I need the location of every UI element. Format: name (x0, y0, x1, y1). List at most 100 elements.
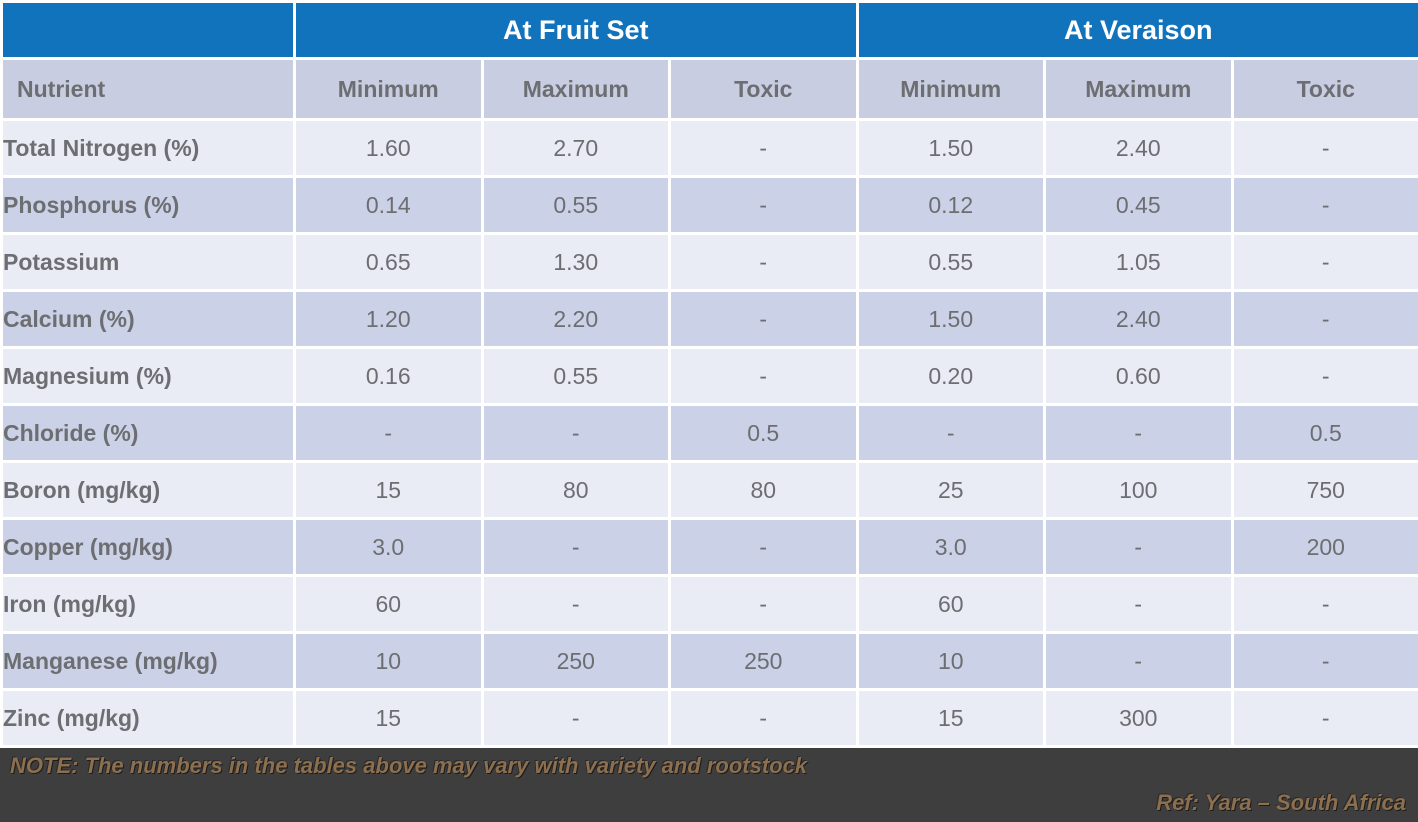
value-cell: 0.12 (855, 175, 1046, 235)
column-header-fs-toxic: Toxic (668, 57, 859, 121)
value-cell: 80 (668, 460, 859, 520)
table-row: Potassium 0.65 1.30 - 0.55 1.05 - (0, 232, 1418, 292)
value-cell: - (1043, 517, 1234, 577)
value-cell: 1.60 (293, 118, 484, 178)
value-cell: 0.5 (1230, 403, 1418, 463)
value-cell: 0.14 (293, 175, 484, 235)
value-cell: 2.20 (480, 289, 671, 349)
table-row: Phosphorus (%) 0.14 0.55 - 0.12 0.45 - (0, 175, 1418, 235)
value-cell: 300 (1043, 688, 1234, 748)
value-cell: 0.55 (480, 346, 671, 406)
group-header-veraison: At Veraison (855, 0, 1418, 60)
footer-reference: Ref: Yara – South Africa (1156, 789, 1406, 815)
column-header-fs-minimum: Minimum (293, 57, 484, 121)
value-cell: 80 (480, 460, 671, 520)
value-cell: 200 (1230, 517, 1418, 577)
value-cell: 750 (1230, 460, 1418, 520)
nutrient-name: Boron (mg/kg) (0, 460, 296, 520)
value-cell: - (1230, 631, 1418, 691)
nutrient-levels-table: At Fruit Set At Veraison Nutrient Minimu… (0, 0, 1418, 748)
value-cell: - (293, 403, 484, 463)
value-cell: - (668, 175, 859, 235)
value-cell: 0.60 (1043, 346, 1234, 406)
value-cell: - (480, 574, 671, 634)
value-cell: 250 (480, 631, 671, 691)
value-cell: - (668, 232, 859, 292)
value-cell: - (1230, 175, 1418, 235)
table-row: Iron (mg/kg) 60 - - 60 - - (0, 574, 1418, 634)
value-cell: 0.45 (1043, 175, 1234, 235)
value-cell: 10 (855, 631, 1046, 691)
table-row: Manganese (mg/kg) 10 250 250 10 - - (0, 631, 1418, 691)
value-cell: - (480, 517, 671, 577)
value-cell: - (668, 688, 859, 748)
nutrient-name: Total Nitrogen (%) (0, 118, 296, 178)
value-cell: 1.20 (293, 289, 484, 349)
value-cell: - (1230, 232, 1418, 292)
nutrient-name: Magnesium (%) (0, 346, 296, 406)
value-cell: - (1230, 289, 1418, 349)
column-header-nutrient: Nutrient (0, 57, 296, 121)
table-row: Calcium (%) 1.20 2.20 - 1.50 2.40 - (0, 289, 1418, 349)
table-row: Magnesium (%) 0.16 0.55 - 0.20 0.60 - (0, 346, 1418, 406)
value-cell: - (1230, 574, 1418, 634)
value-cell: 250 (668, 631, 859, 691)
value-cell: - (1043, 574, 1234, 634)
column-header-row: Nutrient Minimum Maximum Toxic Minimum M… (0, 57, 1418, 121)
value-cell: 2.40 (1043, 118, 1234, 178)
value-cell: - (480, 688, 671, 748)
column-header-v-maximum: Maximum (1043, 57, 1234, 121)
value-cell: - (1230, 688, 1418, 748)
value-cell: 2.70 (480, 118, 671, 178)
nutrient-name: Copper (mg/kg) (0, 517, 296, 577)
value-cell: 60 (293, 574, 484, 634)
value-cell: - (1230, 346, 1418, 406)
value-cell: - (668, 517, 859, 577)
value-cell: 1.50 (855, 289, 1046, 349)
value-cell: 15 (293, 688, 484, 748)
value-cell: 1.30 (480, 232, 671, 292)
nutrient-name: Manganese (mg/kg) (0, 631, 296, 691)
nutrient-name: Calcium (%) (0, 289, 296, 349)
column-header-v-minimum: Minimum (855, 57, 1046, 121)
footer-bar: NOTE: The numbers in the tables above ma… (0, 748, 1418, 822)
value-cell: 3.0 (855, 517, 1046, 577)
value-cell: 0.65 (293, 232, 484, 292)
column-header-v-toxic: Toxic (1230, 57, 1418, 121)
value-cell: 0.55 (480, 175, 671, 235)
nutrient-name: Potassium (0, 232, 296, 292)
group-header-fruit-set: At Fruit Set (293, 0, 859, 60)
value-cell: 0.20 (855, 346, 1046, 406)
value-cell: 0.55 (855, 232, 1046, 292)
corner-cell (0, 0, 296, 60)
value-cell: 60 (855, 574, 1046, 634)
value-cell: 2.40 (1043, 289, 1234, 349)
value-cell: 10 (293, 631, 484, 691)
table-row: Chloride (%) - - 0.5 - - 0.5 (0, 403, 1418, 463)
table-row: Zinc (mg/kg) 15 - - 15 300 - (0, 688, 1418, 748)
value-cell: - (480, 403, 671, 463)
nutrient-name: Phosphorus (%) (0, 175, 296, 235)
footer-note: NOTE: The numbers in the tables above ma… (10, 753, 808, 778)
value-cell: 100 (1043, 460, 1234, 520)
value-cell: - (1043, 631, 1234, 691)
nutrient-name: Iron (mg/kg) (0, 574, 296, 634)
value-cell: - (668, 574, 859, 634)
table-row: Total Nitrogen (%) 1.60 2.70 - 1.50 2.40… (0, 118, 1418, 178)
value-cell: 1.05 (1043, 232, 1234, 292)
value-cell: - (668, 346, 859, 406)
column-header-fs-maximum: Maximum (480, 57, 671, 121)
value-cell: 15 (293, 460, 484, 520)
value-cell: - (1230, 118, 1418, 178)
nutrient-name: Zinc (mg/kg) (0, 688, 296, 748)
value-cell: 0.5 (668, 403, 859, 463)
value-cell: - (855, 403, 1046, 463)
value-cell: - (1043, 403, 1234, 463)
value-cell: - (668, 118, 859, 178)
table-row: Copper (mg/kg) 3.0 - - 3.0 - 200 (0, 517, 1418, 577)
value-cell: - (668, 289, 859, 349)
table-row: Boron (mg/kg) 15 80 80 25 100 750 (0, 460, 1418, 520)
value-cell: 3.0 (293, 517, 484, 577)
nutrient-name: Chloride (%) (0, 403, 296, 463)
